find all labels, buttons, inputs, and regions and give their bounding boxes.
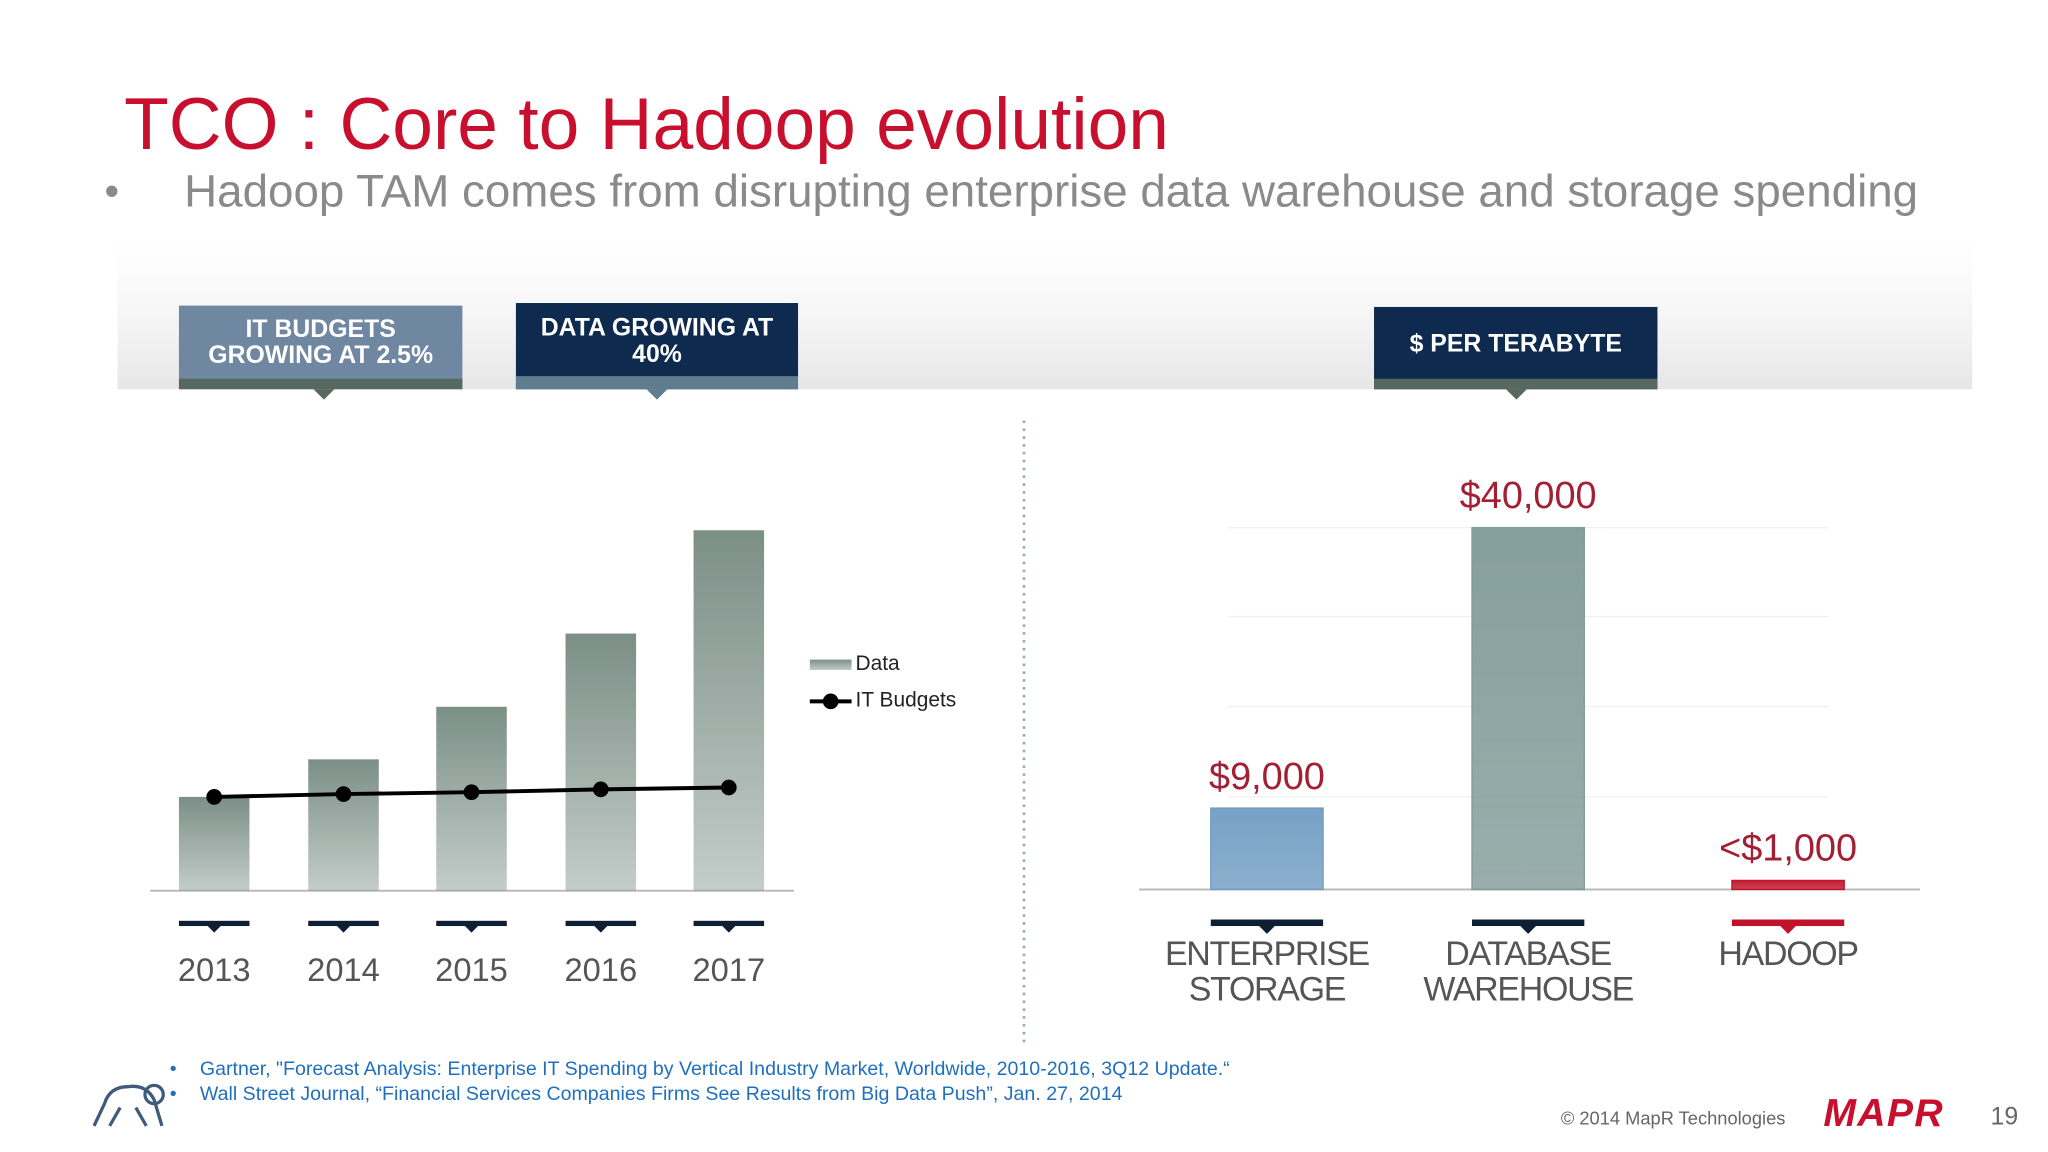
legend-label: Data (855, 653, 900, 676)
x-tick-label: DATABASE WAREHOUSE (1423, 933, 1634, 1009)
slide-title: TCO : Core to Hadoop evolution (124, 82, 1169, 165)
callout-box (515, 303, 799, 390)
copyright: © 2014 MapR Technologies (1560, 1107, 1786, 1129)
callout-strip (1374, 378, 1658, 390)
category-pointer (1259, 926, 1275, 934)
legend-label: IT Budgets (855, 689, 957, 712)
x-tick-label: HADOOP (1718, 933, 1859, 974)
x-tick-label: 2015 (435, 952, 508, 989)
legend-swatch (809, 659, 852, 671)
line-point (335, 786, 352, 802)
callout-strip (515, 376, 799, 390)
footnote: Gartner, "Forecast Analysis: Enterprise … (199, 1057, 1230, 1081)
bar (178, 796, 250, 891)
bar (1471, 527, 1585, 891)
line-point (592, 781, 609, 798)
line-point (463, 784, 480, 801)
category-marker (308, 920, 379, 927)
bar (1731, 879, 1845, 891)
logo-elephant (92, 1083, 165, 1127)
callout-strip (178, 378, 463, 390)
category-pointer (336, 926, 351, 933)
x-tick-label: 2014 (307, 952, 380, 989)
slide-bullet: Hadoop TAM comes from disrupting enterpr… (184, 165, 1919, 217)
footnote: Wall Street Journal, “Financial Services… (199, 1082, 1123, 1105)
bar (308, 759, 379, 891)
callout-pointer (313, 389, 335, 400)
callout-pointer (646, 389, 668, 400)
category-marker (178, 920, 250, 927)
callout-pointer (1505, 389, 1527, 400)
x-tick-label: 2017 (692, 952, 766, 989)
x-tick-label: 2016 (564, 952, 638, 989)
category-pointer (722, 926, 736, 933)
category-marker (1731, 919, 1845, 927)
footnote-marker: • (169, 1082, 177, 1105)
value-label: <$1,000 (1719, 828, 1858, 870)
category-marker (693, 920, 765, 927)
category-pointer (464, 926, 479, 933)
category-marker (1210, 919, 1324, 927)
x-tick-label: ENTERPRISE STORAGE (1164, 933, 1370, 1009)
page-number: 19 (1990, 1103, 2019, 1132)
value-label: $9,000 (1208, 755, 1325, 798)
category-pointer (1520, 926, 1536, 934)
value-label: $40,000 (1459, 475, 1597, 518)
logo: MAPR (1823, 1091, 1944, 1136)
callout-text: $ PER TERABYTE (1409, 329, 1622, 358)
category-marker (565, 920, 637, 927)
category-marker (436, 920, 507, 927)
category-pointer (594, 926, 608, 933)
callout-text: DATA GROWING AT 40% (540, 314, 774, 369)
footnote-marker: • (169, 1057, 177, 1081)
legend-point (822, 693, 839, 710)
callout-text: IT BUDGETS GROWING AT 2.5% (208, 316, 434, 370)
bar (693, 530, 765, 891)
callout-box (1374, 306, 1658, 390)
x-tick-label: 2013 (177, 952, 251, 989)
category-marker (1471, 919, 1585, 927)
category-pointer (207, 926, 221, 933)
callout-box (178, 305, 463, 390)
category-pointer (1780, 926, 1796, 934)
bar (1210, 807, 1324, 891)
line-point (206, 789, 223, 805)
bar (565, 633, 637, 891)
line-point (720, 779, 737, 796)
bullet-marker: • (104, 167, 120, 215)
